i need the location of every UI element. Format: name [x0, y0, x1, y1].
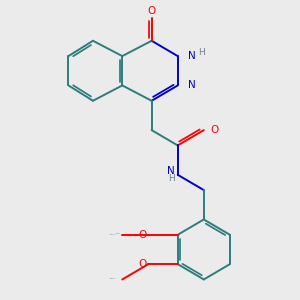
Text: H: H — [168, 174, 175, 183]
Text: methoxy: methoxy — [110, 233, 116, 235]
Text: N: N — [188, 51, 196, 61]
Text: methoxy: methoxy — [110, 278, 116, 280]
Text: methyl: methyl — [116, 232, 121, 234]
Text: O: O — [139, 230, 147, 240]
Text: O: O — [139, 259, 147, 269]
Text: O: O — [210, 125, 219, 135]
Text: N: N — [167, 166, 175, 176]
Text: N: N — [188, 80, 196, 90]
Text: H: H — [199, 48, 205, 57]
Text: O: O — [148, 6, 156, 16]
